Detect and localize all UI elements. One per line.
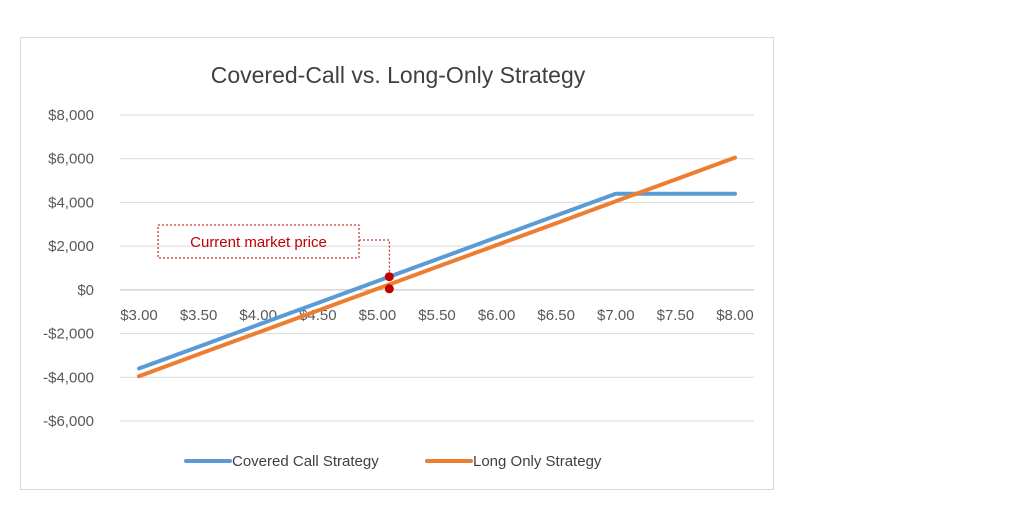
y-tick-label: $6,000 — [48, 151, 94, 168]
x-tick-label: $7.00 — [597, 307, 635, 324]
y-tick-label: $8,000 — [48, 107, 94, 124]
annotation-leader — [359, 239, 390, 273]
y-tick-label: $4,000 — [48, 194, 94, 211]
chart-frame: Covered-Call vs. Long-Only Strategy $8,0… — [20, 37, 774, 490]
annotation-box — [157, 224, 360, 259]
y-tick-label: -$2,000 — [43, 326, 94, 343]
line-chart: Covered-Call vs. Long-Only Strategy $8,0… — [43, 62, 754, 470]
series-line-long-only — [137, 155, 737, 379]
x-tick-label: $8.00 — [716, 307, 754, 324]
chart-title: Covered-Call vs. Long-Only Strategy — [211, 62, 586, 88]
x-tick-label: $6.50 — [537, 307, 575, 324]
market-price-dot-covered-call — [384, 272, 394, 282]
x-tick-label: $5.00 — [359, 307, 397, 324]
market-price-dot-long-only — [384, 284, 394, 294]
x-tick-label: $5.50 — [418, 307, 456, 324]
x-tick-label: $4.50 — [299, 307, 337, 324]
x-tick-label: $3.50 — [180, 307, 218, 324]
annotation-label: Current market price — [190, 234, 327, 251]
legend-label: Long Only Strategy — [473, 453, 602, 470]
y-tick-label: -$4,000 — [43, 369, 94, 386]
x-tick-label: $3.00 — [120, 307, 158, 324]
x-tick-label: $7.50 — [657, 307, 695, 324]
y-tick-label: $0 — [77, 282, 94, 299]
y-tick-label: -$6,000 — [43, 413, 94, 430]
x-tick-label: $6.00 — [478, 307, 516, 324]
legend-label: Covered Call Strategy — [232, 453, 379, 470]
y-tick-label: $2,000 — [48, 238, 94, 255]
